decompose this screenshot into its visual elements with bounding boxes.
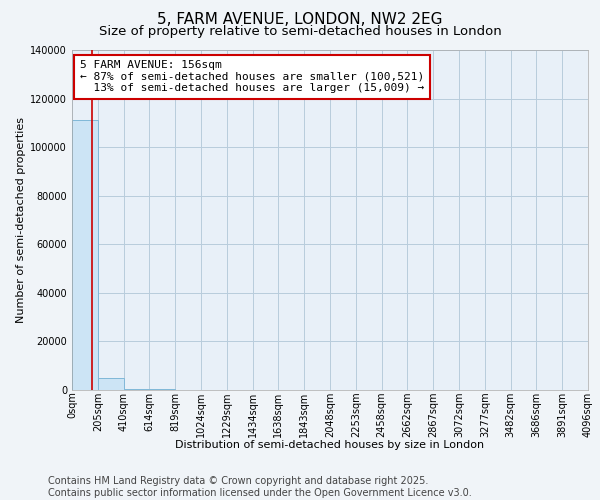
X-axis label: Distribution of semi-detached houses by size in London: Distribution of semi-detached houses by …: [175, 440, 485, 450]
Text: Contains HM Land Registry data © Crown copyright and database right 2025.
Contai: Contains HM Land Registry data © Crown c…: [48, 476, 472, 498]
Bar: [124, 388, 149, 390]
Text: 5 FARM AVENUE: 156sqm
← 87% of semi-detached houses are smaller (100,521)
  13% : 5 FARM AVENUE: 156sqm ← 87% of semi-deta…: [80, 60, 424, 94]
Text: 5, FARM AVENUE, LONDON, NW2 2EG: 5, FARM AVENUE, LONDON, NW2 2EG: [157, 12, 443, 28]
Bar: [72, 120, 98, 390]
Text: Size of property relative to semi-detached houses in London: Size of property relative to semi-detach…: [98, 25, 502, 38]
Y-axis label: Number of semi-detached properties: Number of semi-detached properties: [16, 117, 26, 323]
Bar: [98, 378, 124, 390]
